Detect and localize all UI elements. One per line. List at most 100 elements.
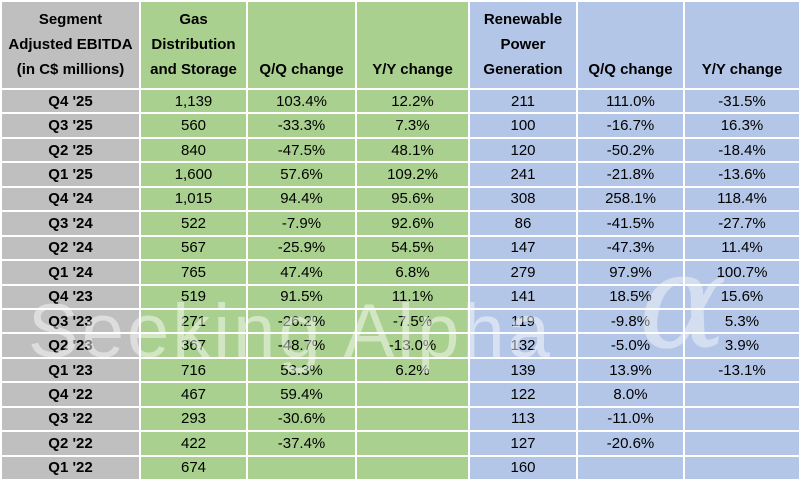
gas-yy-change-cell [357, 432, 468, 455]
gas-yy-change-cell: 6.2% [357, 358, 468, 382]
quarter-label-cell: Q3 '22 [2, 407, 139, 431]
quarter-label-cell: Q1 '25 [2, 163, 139, 186]
renewable-yy-change-cell: -13.6% [685, 163, 799, 186]
gas-yy-change-cell [357, 456, 468, 479]
renewable-yy-change-cell: 118.4% [685, 187, 799, 211]
table-row: Q1 '24 765 47.4% 6.8% 279 97.9% 100.7% [2, 261, 799, 284]
gas-yy-change-cell: 92.6% [357, 212, 468, 235]
quarter-label-cell: Q4 '25 [2, 90, 139, 113]
renewable-qq-change-cell: -11.0% [578, 407, 683, 431]
gas-yy-change-cell: 12.2% [357, 90, 468, 113]
renewable-yy-change-cell [685, 383, 799, 406]
gas-yy-change-cell [357, 383, 468, 406]
table-row: Q1 '22 674 160 [2, 456, 799, 479]
gas-qq-change-cell: 91.5% [248, 285, 355, 308]
column-header-gas-qq-change: Q/Q change [248, 2, 355, 88]
gas-value-cell: 716 [141, 358, 246, 382]
quarter-label-cell: Q3 '25 [2, 114, 139, 137]
gas-qq-change-cell: -48.7% [248, 334, 355, 357]
renewable-qq-change-cell: 8.0% [578, 383, 683, 406]
renewable-yy-change-cell: 15.6% [685, 285, 799, 308]
renewable-value-cell: 113 [470, 407, 576, 431]
quarter-label-cell: Q2 '24 [2, 236, 139, 260]
renewable-qq-change-cell: -50.2% [578, 138, 683, 162]
gas-qq-change-cell: 59.4% [248, 383, 355, 406]
gas-yy-change-cell: -13.0% [357, 334, 468, 357]
quarter-label-cell: Q4 '24 [2, 187, 139, 211]
gas-qq-change-cell: -7.9% [248, 212, 355, 235]
table-row: Q4 '25 1,139 103.4% 12.2% 211 111.0% -31.5% [2, 90, 799, 113]
gas-qq-change-cell: -30.6% [248, 407, 355, 431]
gas-yy-change-cell: 6.8% [357, 261, 468, 284]
column-header-gas-distribution-storage: Gas Distribution and Storage [141, 2, 246, 88]
renewable-yy-change-cell: 100.7% [685, 261, 799, 284]
table-row: Q3 '23 271 -26.2% -7.5% 119 -9.8% 5.3% [2, 309, 799, 333]
table-row: Q2 '24 567 -25.9% 54.5% 147 -47.3% 11.4% [2, 236, 799, 260]
renewable-yy-change-cell: -31.5% [685, 90, 799, 113]
table-row: Q1 '25 1,600 57.6% 109.2% 241 -21.8% -13.6% [2, 163, 799, 186]
renewable-yy-change-cell: -27.7% [685, 212, 799, 235]
renewable-qq-change-cell: -21.8% [578, 163, 683, 186]
gas-value-cell: 1,600 [141, 163, 246, 186]
renewable-yy-change-cell: 3.9% [685, 334, 799, 357]
column-header-renewable-yy-change: Y/Y change [685, 2, 799, 88]
quarter-label-cell: Q1 '24 [2, 261, 139, 284]
gas-value-cell: 522 [141, 212, 246, 235]
renewable-value-cell: 100 [470, 114, 576, 137]
gas-yy-change-cell: 7.3% [357, 114, 468, 137]
gas-value-cell: 674 [141, 456, 246, 479]
gas-value-cell: 567 [141, 236, 246, 260]
renewable-value-cell: 127 [470, 432, 576, 455]
column-header-renewable-qq-change: Q/Q change [578, 2, 683, 88]
table-row: Q4 '22 467 59.4% 122 8.0% [2, 383, 799, 406]
renewable-value-cell: 139 [470, 358, 576, 382]
renewable-yy-change-cell: -18.4% [685, 138, 799, 162]
renewable-qq-change-cell: -9.8% [578, 309, 683, 333]
gas-value-cell: 271 [141, 309, 246, 333]
renewable-qq-change-cell: 97.9% [578, 261, 683, 284]
gas-yy-change-cell: 48.1% [357, 138, 468, 162]
renewable-value-cell: 119 [470, 309, 576, 333]
quarter-label-cell: Q3 '24 [2, 212, 139, 235]
table-row: Q1 '23 716 53.3% 6.2% 139 13.9% -13.1% [2, 358, 799, 382]
quarter-label-cell: Q1 '22 [2, 456, 139, 479]
renewable-qq-change-cell: 258.1% [578, 187, 683, 211]
gas-yy-change-cell [357, 407, 468, 431]
renewable-qq-change-cell: 13.9% [578, 358, 683, 382]
table-row: Q2 '23 367 -48.7% -13.0% 132 -5.0% 3.9% [2, 334, 799, 357]
quarter-label-cell: Q3 '23 [2, 309, 139, 333]
gas-value-cell: 467 [141, 383, 246, 406]
gas-qq-change-cell: 47.4% [248, 261, 355, 284]
gas-qq-change-cell: -33.3% [248, 114, 355, 137]
renewable-value-cell: 308 [470, 187, 576, 211]
gas-value-cell: 1,015 [141, 187, 246, 211]
table-body: Q4 '25 1,139 103.4% 12.2% 211 111.0% -31.5% Q3 … [2, 90, 799, 479]
renewable-yy-change-cell: 16.3% [685, 114, 799, 137]
column-header-gas-yy-change: Y/Y change [357, 2, 468, 88]
table-row: Q4 '23 519 91.5% 11.1% 141 18.5% 15.6% [2, 285, 799, 308]
renewable-value-cell: 160 [470, 456, 576, 479]
gas-qq-change-cell [248, 456, 355, 479]
gas-qq-change-cell: 53.3% [248, 358, 355, 382]
gas-qq-change-cell: 103.4% [248, 90, 355, 113]
gas-qq-change-cell: 57.6% [248, 163, 355, 186]
quarter-label-cell: Q4 '22 [2, 383, 139, 406]
renewable-qq-change-cell: 18.5% [578, 285, 683, 308]
table-row: Q3 '25 560 -33.3% 7.3% 100 -16.7% 16.3% [2, 114, 799, 137]
table-row: Q2 '22 422 -37.4% 127 -20.6% [2, 432, 799, 455]
renewable-value-cell: 122 [470, 383, 576, 406]
gas-value-cell: 1,139 [141, 90, 246, 113]
table-row: Q3 '24 522 -7.9% 92.6% 86 -41.5% -27.7% [2, 212, 799, 235]
gas-yy-change-cell: 109.2% [357, 163, 468, 186]
header-row: Segment Adjusted EBITDA (in C$ millions)… [2, 2, 799, 88]
renewable-yy-change-cell: 11.4% [685, 236, 799, 260]
gas-value-cell: 765 [141, 261, 246, 284]
gas-yy-change-cell: -7.5% [357, 309, 468, 333]
gas-qq-change-cell: -25.9% [248, 236, 355, 260]
renewable-value-cell: 141 [470, 285, 576, 308]
renewable-qq-change-cell: -16.7% [578, 114, 683, 137]
gas-value-cell: 367 [141, 334, 246, 357]
renewable-yy-change-cell: 5.3% [685, 309, 799, 333]
renewable-qq-change-cell: -47.3% [578, 236, 683, 260]
